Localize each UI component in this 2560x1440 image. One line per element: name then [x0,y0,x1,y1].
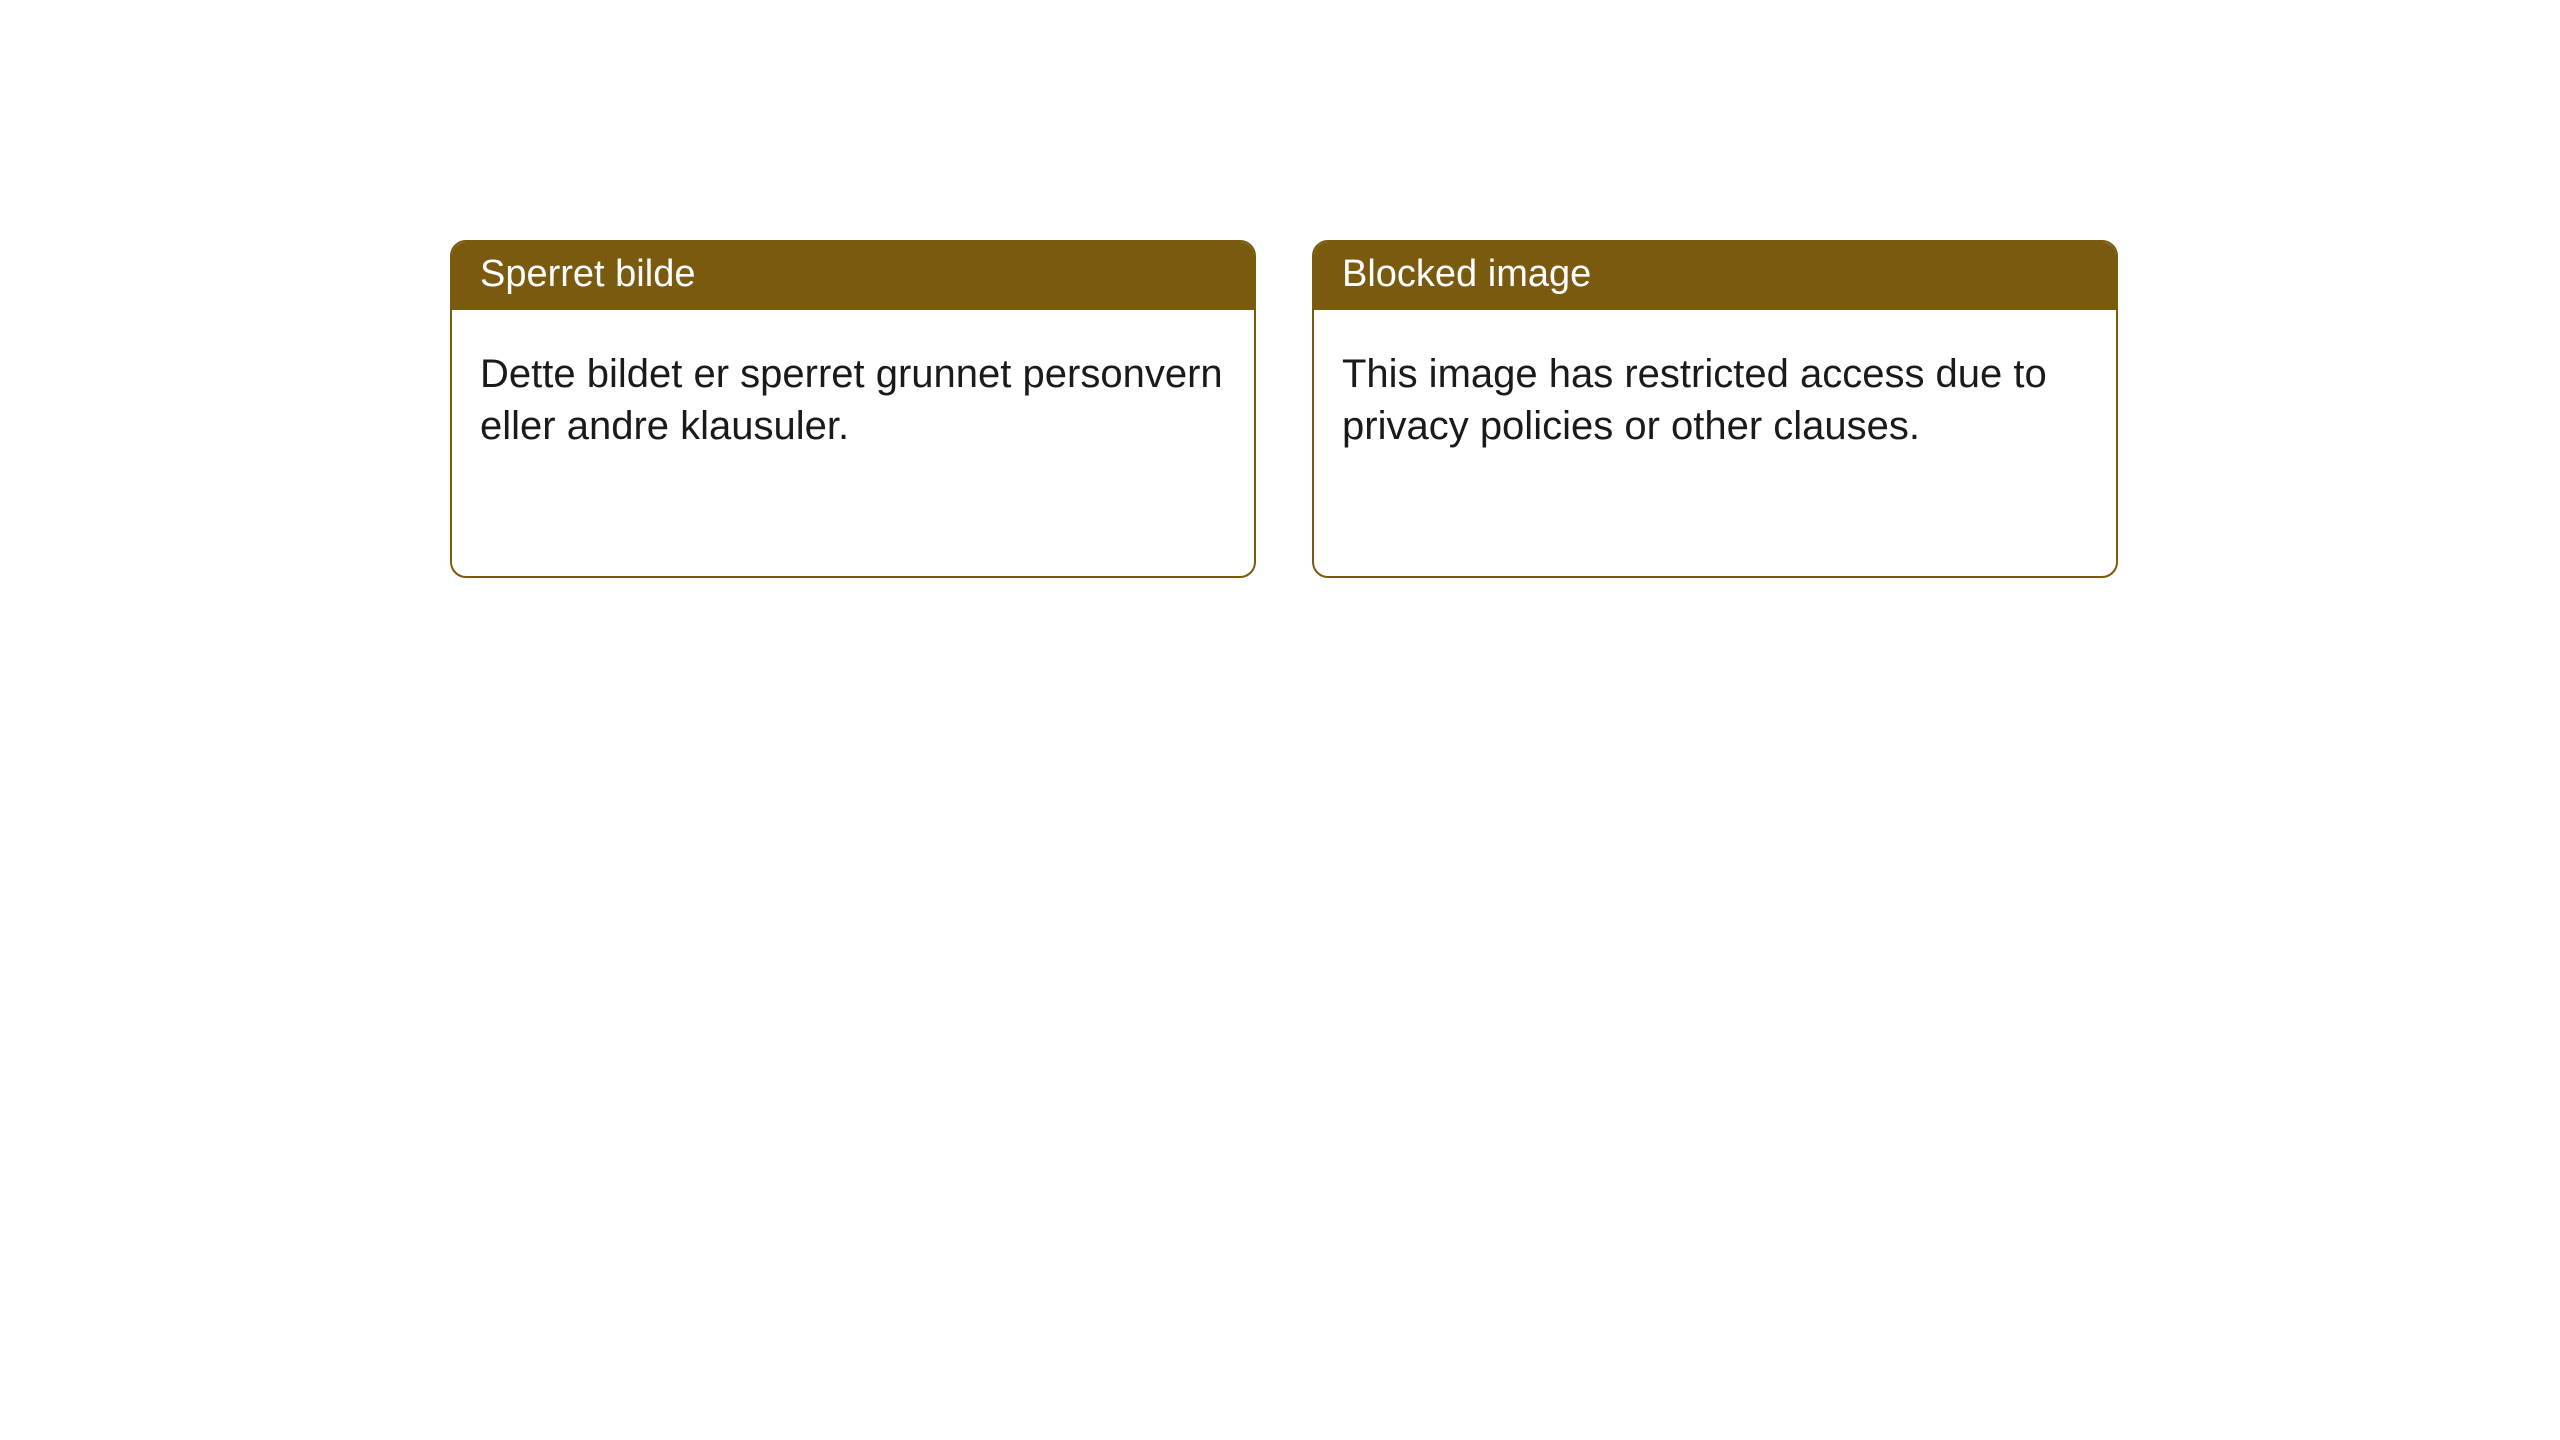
card-body-en: This image has restricted access due to … [1314,310,2116,482]
notice-container: Sperret bilde Dette bildet er sperret gr… [0,0,2560,578]
blocked-image-card-en: Blocked image This image has restricted … [1312,240,2118,578]
blocked-image-card-no: Sperret bilde Dette bildet er sperret gr… [450,240,1256,578]
card-body-no: Dette bildet er sperret grunnet personve… [452,310,1254,482]
card-header-no: Sperret bilde [452,242,1254,310]
card-header-en: Blocked image [1314,242,2116,310]
